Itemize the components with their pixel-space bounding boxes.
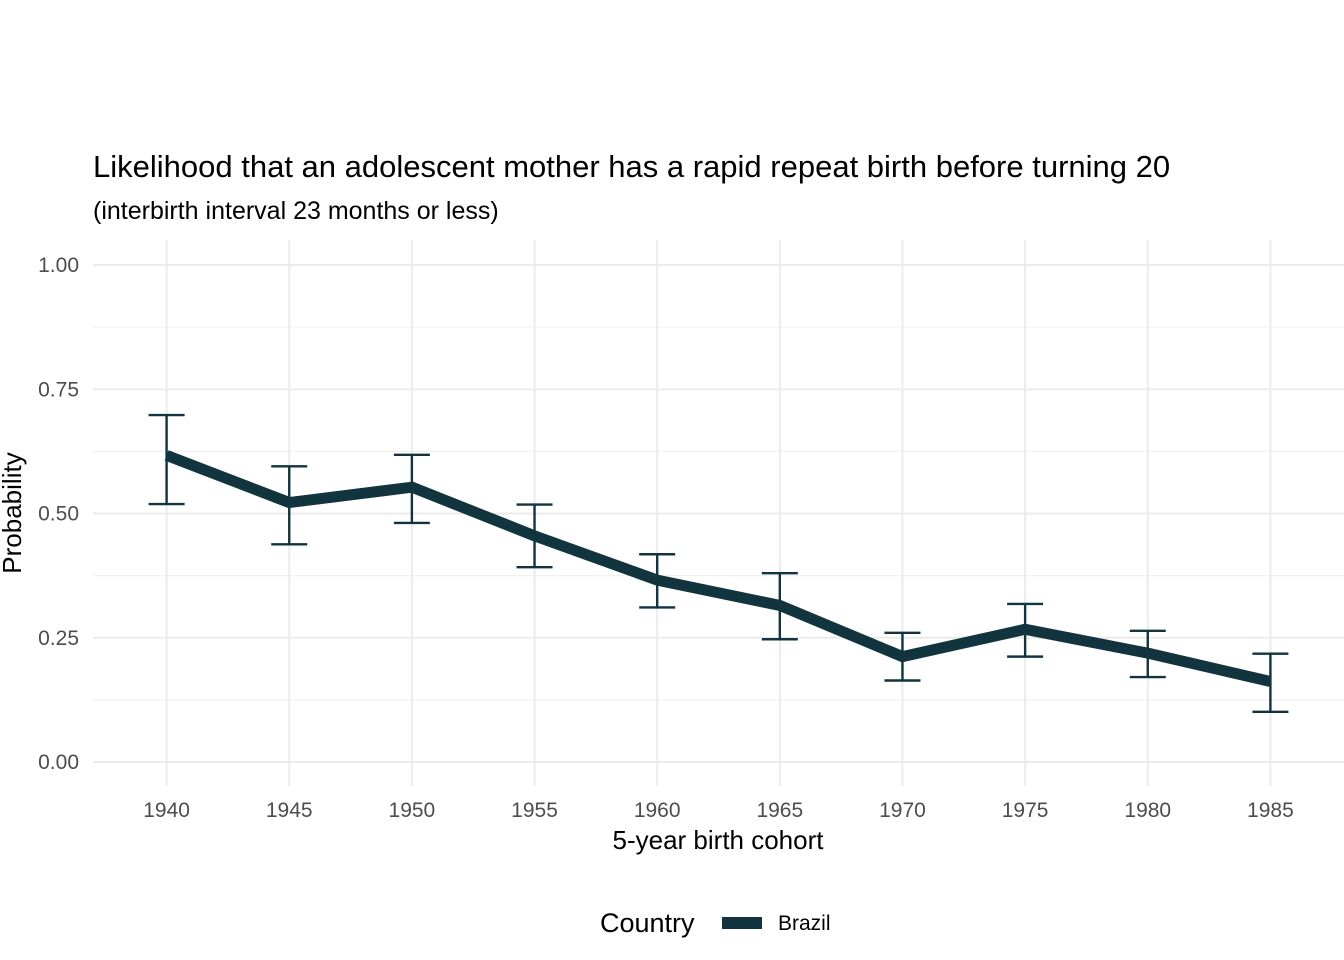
chart-title: Likelihood that an adolescent mother has… xyxy=(93,149,1170,184)
series-line-brazil xyxy=(164,450,1272,687)
x-tick-label: 1950 xyxy=(389,799,436,822)
y-tick-label: 0.50 xyxy=(38,503,79,526)
error-bars xyxy=(148,413,1289,714)
x-tick-label: 1955 xyxy=(511,799,558,822)
x-tick-label: 1985 xyxy=(1247,799,1294,822)
x-tick-label: 1975 xyxy=(1002,799,1049,822)
y-axis-title: Probability xyxy=(0,452,27,573)
x-tick-label: 1970 xyxy=(879,799,926,822)
series-lines xyxy=(164,450,1272,687)
x-tick-label: 1940 xyxy=(143,799,190,822)
y-tick-label: 0.25 xyxy=(38,627,79,650)
x-axis-ticks: 1940 1945 1950 1955 1960 1965 1970 1975 1980 1985 xyxy=(143,799,1294,822)
legend: Country Brazil xyxy=(600,908,831,938)
legend-title: Country xyxy=(600,908,695,938)
y-tick-label: 0.00 xyxy=(38,751,79,774)
x-tick-label: 1960 xyxy=(634,799,681,822)
chart-subtitle: (interbirth interval 23 months or less) xyxy=(93,197,499,225)
x-tick-label: 1965 xyxy=(756,799,803,822)
y-tick-label: 0.75 xyxy=(38,378,79,401)
y-tick-label: 1.00 xyxy=(38,254,79,277)
y-axis-ticks: 0.00 0.25 0.50 0.75 1.00 xyxy=(38,254,79,774)
legend-label-brazil: Brazil xyxy=(778,912,831,935)
error-bar xyxy=(1252,652,1289,714)
x-tick-label: 1980 xyxy=(1124,799,1171,822)
grid xyxy=(93,240,1344,786)
x-tick-label: 1945 xyxy=(266,799,313,822)
legend-key-brazil xyxy=(722,917,762,929)
x-axis-title: 5-year birth cohort xyxy=(613,825,825,855)
